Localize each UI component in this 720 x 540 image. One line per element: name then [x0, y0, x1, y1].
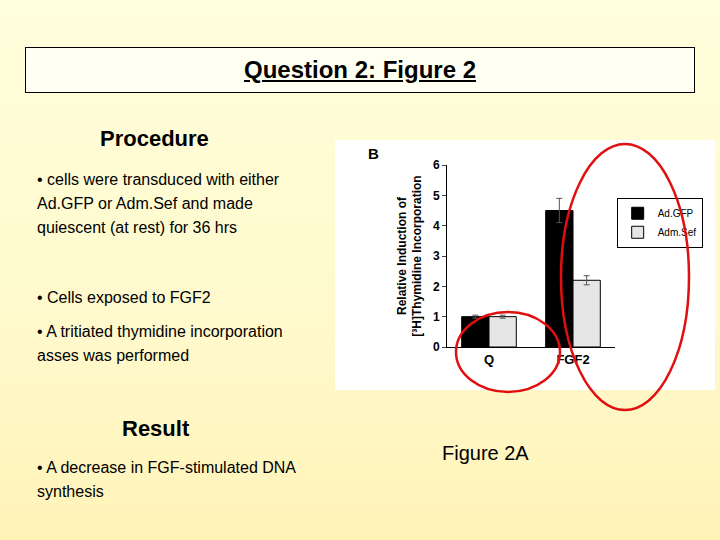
svg-text:FGF2: FGF2 — [556, 352, 589, 367]
svg-text:Relative Induction of[³H]Thymi: Relative Induction of[³H]Thymidine Incor… — [395, 175, 425, 336]
svg-text:3: 3 — [433, 249, 440, 263]
svg-text:5: 5 — [433, 189, 440, 203]
html-text:Procedure: Procedure — [100, 126, 209, 151]
html-text:Figure 2A: Figure 2A — [442, 442, 529, 464]
html-text:• cells were transduced with e: • cells were transduced with either Ad.G… — [37, 171, 280, 236]
svg-text:Adm.Sef: Adm.Sef — [658, 227, 697, 238]
svg-text:2: 2 — [433, 280, 440, 294]
svg-text:1: 1 — [433, 310, 440, 324]
html-text:Question 2: Figure 2: Question 2: Figure 2 — [244, 56, 476, 83]
html-text:Result: Result — [122, 416, 190, 441]
svg-text:B: B — [368, 145, 379, 162]
svg-text:4: 4 — [433, 219, 440, 233]
svg-text:0: 0 — [433, 340, 440, 354]
html-text:• Cells exposed to FGF2: • Cells exposed to FGF2 — [37, 289, 211, 306]
svg-text:Ad.GFP: Ad.GFP — [658, 208, 694, 219]
html-text:• A tritiated thymidine incorp: • A tritiated thymidine incorporation as… — [37, 323, 283, 364]
svg-text:6: 6 — [433, 158, 440, 172]
html-text:• A decrease in FGF-stimulated: • A decrease in FGF-stimulated DNA synth… — [37, 459, 296, 500]
svg-text:Q: Q — [484, 352, 494, 367]
